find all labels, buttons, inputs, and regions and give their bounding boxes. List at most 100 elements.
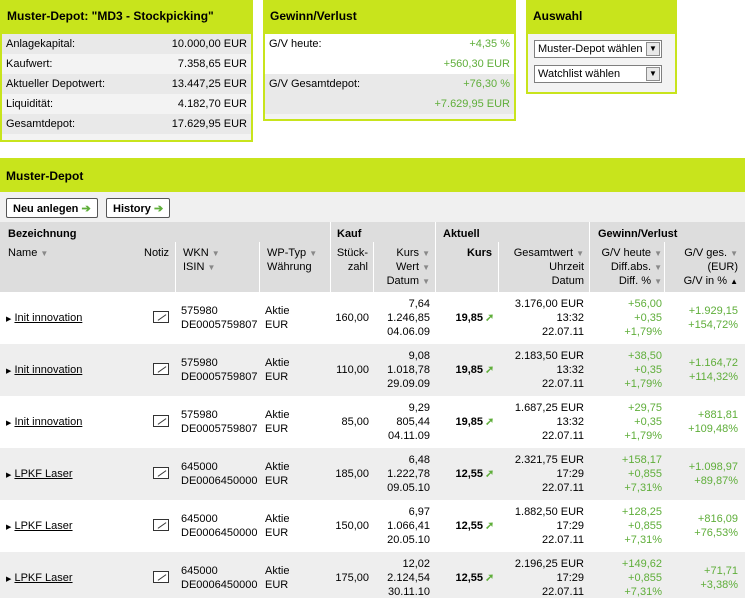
gv-total-abs-row: +7.629,95 EUR: [265, 94, 514, 114]
position-link[interactable]: ▶ LPKF Laser: [6, 468, 73, 480]
wp-type-value: Aktie: [265, 565, 290, 577]
diff-pct-value: +1,79%: [624, 326, 662, 338]
sort-gv-heute[interactable]: G/V heute ▼: [601, 247, 662, 259]
sort-down-icon: ▼: [654, 249, 662, 258]
gain-loss-panel: Gewinn/Verlust G/V heute: +4,35 % +560,30…: [263, 0, 516, 121]
gv-total-value: +1.098,97: [688, 461, 738, 473]
diff-pct-value: +7,31%: [624, 534, 662, 546]
quantity-value: 160,00: [335, 312, 369, 324]
buy-date-value: 20.05.10: [387, 534, 430, 546]
time-value: 13:32: [556, 364, 584, 376]
summary-row: Liquidität: 4.182,70 EUR: [6, 98, 247, 110]
note-icon[interactable]: [153, 363, 169, 375]
sort-gesamtwert[interactable]: Gesamtwert ▼: [513, 247, 584, 259]
header-notiz: Notiz: [144, 247, 170, 259]
note-icon[interactable]: [153, 519, 169, 531]
sort-wptyp[interactable]: WP-Typ ▼: [267, 247, 318, 259]
header-gewinn: Gewinn/Verlust: [598, 228, 678, 240]
header-zahl: zahl: [347, 261, 368, 273]
sort-down-icon: ▼: [422, 249, 430, 258]
sort-gv-ges[interactable]: G/V ges. ▼: [684, 247, 738, 259]
diff-abs-value: +0,35: [634, 312, 662, 324]
arrow-right-icon: ➔: [153, 203, 164, 215]
currency-value: EUR: [265, 319, 289, 331]
quantity-value: 85,00: [341, 416, 369, 428]
gv-total-row: G/V Gesamtdepot: +76,30 %: [265, 74, 514, 94]
position-link[interactable]: ▶ LPKF Laser: [6, 520, 73, 532]
chevron-down-icon[interactable]: ▼: [646, 67, 660, 81]
buy-date-value: 29.09.09: [387, 378, 430, 390]
isin-value: DE0006450000: [181, 579, 258, 591]
note-icon[interactable]: [153, 571, 169, 583]
sort-wert[interactable]: Wert ▼: [395, 261, 430, 273]
sort-wkn[interactable]: WKN ▼: [183, 247, 220, 259]
chevron-down-icon[interactable]: ▼: [646, 42, 660, 56]
position-link[interactable]: ▶ Init innovation: [6, 364, 83, 376]
isin-value: DE0005759807: [181, 423, 258, 435]
depot-section-title: Muster-Depot: [0, 158, 745, 192]
buy-date-value: 04.11.09: [387, 430, 430, 442]
sort-name[interactable]: Name ▼: [8, 247, 49, 259]
buy-price-value: 6,48: [408, 454, 430, 466]
sort-diff-abs[interactable]: Diff.abs. ▼: [610, 261, 662, 273]
buy-value-value: 1.018,78: [387, 364, 430, 376]
trend-up-icon: ➚: [485, 468, 495, 480]
watchlist-select[interactable]: Watchlist wählen ▼: [534, 65, 662, 83]
currency-value: EUR: [265, 579, 289, 591]
diff-abs-value: +0,855: [628, 520, 662, 532]
position-link[interactable]: ▶ Init innovation: [6, 416, 83, 428]
position-link[interactable]: ▶ LPKF Laser: [6, 572, 73, 584]
buy-value-value: 2.124,54: [387, 572, 430, 584]
time-value: 17:29: [556, 572, 584, 584]
current-price-value: 12,55: [455, 520, 483, 532]
isin-value: DE0005759807: [181, 319, 258, 331]
buy-value-value: 1.246,85: [387, 312, 430, 324]
time-value: 17:29: [556, 520, 584, 532]
header-bezeichnung: Bezeichnung: [8, 228, 77, 240]
header-aktuell: Aktuell: [443, 228, 480, 240]
sort-datum[interactable]: Datum ▼: [386, 275, 430, 287]
sort-isin[interactable]: ISIN ▼: [183, 261, 216, 273]
table-row: ▶ Init innovation 575980 DE0005759807 Ak…: [0, 292, 745, 344]
time-value: 13:32: [556, 312, 584, 324]
table-row: ▶ LPKF Laser 645000 DE0006450000 Aktie E…: [0, 552, 745, 598]
sort-down-icon: ▼: [654, 277, 662, 286]
wkn-value: 575980: [181, 305, 218, 317]
total-value-value: 2.196,25 EUR: [514, 558, 584, 570]
gv-pct-value: +109,48%: [688, 423, 738, 435]
note-icon[interactable]: [153, 467, 169, 479]
buy-price-value: 12,02: [402, 558, 430, 570]
total-value-value: 1.882,50 EUR: [514, 506, 584, 518]
summary-row: Gesamtdepot: 17.629,95 EUR: [2, 114, 251, 134]
depot-table: Bezeichnung Kauf Aktuell Gewinn/Verlust …: [0, 222, 745, 598]
table-row: ▶ Init innovation 575980 DE0005759807 Ak…: [0, 344, 745, 396]
trend-up-icon: ➚: [485, 364, 495, 376]
depot-select[interactable]: Muster-Depot wählen ▼: [534, 40, 662, 58]
buy-price-value: 9,29: [408, 402, 430, 414]
sort-down-icon: ▼: [207, 263, 216, 272]
sort-gv-pct[interactable]: G/V in % ▲: [683, 275, 738, 287]
gv-pct-value: +154,72%: [688, 319, 738, 331]
quantity-value: 150,00: [335, 520, 369, 532]
note-icon[interactable]: [153, 415, 169, 427]
table-header: Bezeichnung Kauf Aktuell Gewinn/Verlust …: [0, 222, 745, 292]
sort-down-icon: ▼: [576, 249, 584, 258]
summary-row: Kaufwert: 7.358,65 EUR: [6, 58, 247, 70]
wkn-value: 645000: [181, 461, 218, 473]
diff-abs-value: +0,855: [628, 572, 662, 584]
table-row: ▶ LPKF Laser 645000 DE0006450000 Aktie E…: [0, 500, 745, 552]
note-icon[interactable]: [153, 311, 169, 323]
buy-price-value: 9,08: [408, 350, 430, 362]
gain-loss-title: Gewinn/Verlust: [265, 2, 514, 34]
position-link[interactable]: ▶ Init innovation: [6, 312, 83, 324]
time-value: 17:29: [556, 468, 584, 480]
trend-up-icon: ➚: [485, 312, 495, 324]
buy-date-value: 30.11.10: [387, 586, 430, 598]
new-entry-button[interactable]: Neu anlegen ➔: [6, 198, 98, 218]
sort-kurs[interactable]: Kurs ▼: [396, 247, 430, 259]
diff-abs-value: +0,35: [634, 364, 662, 376]
trend-up-icon: ➚: [485, 572, 495, 584]
history-button[interactable]: History ➔: [106, 198, 171, 218]
sort-down-icon: ▼: [654, 263, 662, 272]
sort-diff-pct[interactable]: Diff. % ▼: [618, 275, 662, 287]
